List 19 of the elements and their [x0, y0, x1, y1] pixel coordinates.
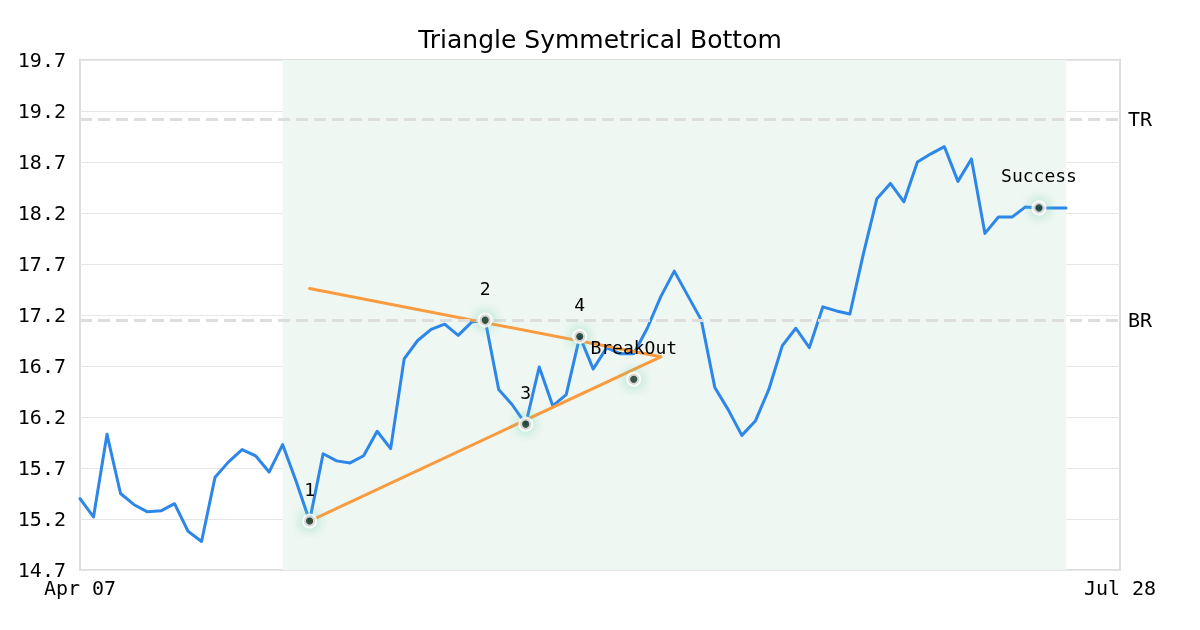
annotation: 4 [574, 293, 586, 315]
annotation: 1 [304, 478, 316, 500]
y-tick-label: 19.2 [17, 99, 66, 123]
y-tick-label: 17.7 [17, 252, 66, 276]
annotation: 3 [520, 381, 532, 403]
y-tick-label: 15.7 [17, 456, 66, 480]
y-tick-label: 17.2 [17, 303, 66, 327]
y-tick-label: 18.7 [17, 150, 66, 174]
chart-title: Triangle Symmetrical Bottom [417, 25, 782, 54]
y-tick-label: 18.2 [17, 201, 66, 225]
ref-line-label: TR [1128, 107, 1154, 132]
x-tick-label: Jul 28 [1083, 576, 1157, 600]
y-tick-label: 19.7 [17, 48, 66, 72]
y-tick-label: 16.2 [17, 405, 66, 429]
y-tick-label: 15.2 [17, 507, 66, 531]
ref-line-label: BR [1128, 308, 1154, 333]
y-tick-label: 16.7 [17, 354, 66, 378]
annotation: Success [1001, 165, 1077, 187]
annotation: 2 [479, 277, 491, 299]
